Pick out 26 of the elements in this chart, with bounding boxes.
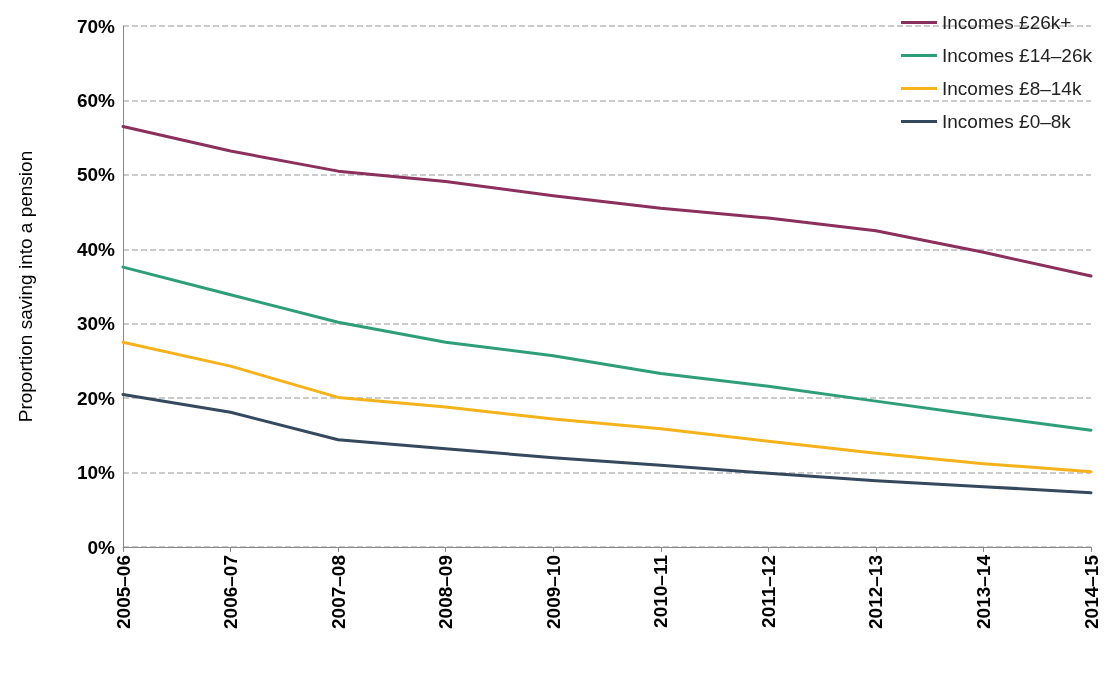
x-tick-label: 2008–09 <box>435 555 457 629</box>
y-tick-label: 40% <box>76 238 116 260</box>
y-tick-label: 70% <box>76 15 116 37</box>
line-series <box>121 392 1093 495</box>
y-axis-title: Proportion saving into a pension <box>15 150 36 423</box>
x-tick-label: 2010–11 <box>650 554 672 628</box>
y-tick-label: 10% <box>76 462 116 484</box>
x-tick-label: 2013–14 <box>972 554 994 629</box>
x-tick-label: 2006–07 <box>220 555 242 629</box>
y-tick-label: 50% <box>76 164 116 186</box>
line-series <box>121 265 1093 432</box>
y-tick-label: 20% <box>76 387 116 409</box>
line-series <box>121 340 1093 474</box>
legend-label: Incomes £0–8k <box>942 111 1072 132</box>
x-tick-label: 2007–08 <box>327 555 349 629</box>
legend-label: Incomes £8–14k <box>942 78 1082 99</box>
legend-label: Incomes £26k+ <box>942 12 1072 33</box>
y-tick-label: 0% <box>87 536 116 558</box>
x-tick-label: 2012–13 <box>865 555 887 629</box>
x-tick-label: 2014–15 <box>1080 554 1102 629</box>
x-tick-label: 2011–12 <box>757 555 779 628</box>
x-tick-label: 2005–06 <box>112 555 134 629</box>
y-tick-label: 30% <box>76 313 116 335</box>
x-tick-label: 2009–10 <box>542 555 564 629</box>
y-tick-label: 60% <box>76 89 116 111</box>
legend-label: Incomes £14–26k <box>942 45 1093 66</box>
